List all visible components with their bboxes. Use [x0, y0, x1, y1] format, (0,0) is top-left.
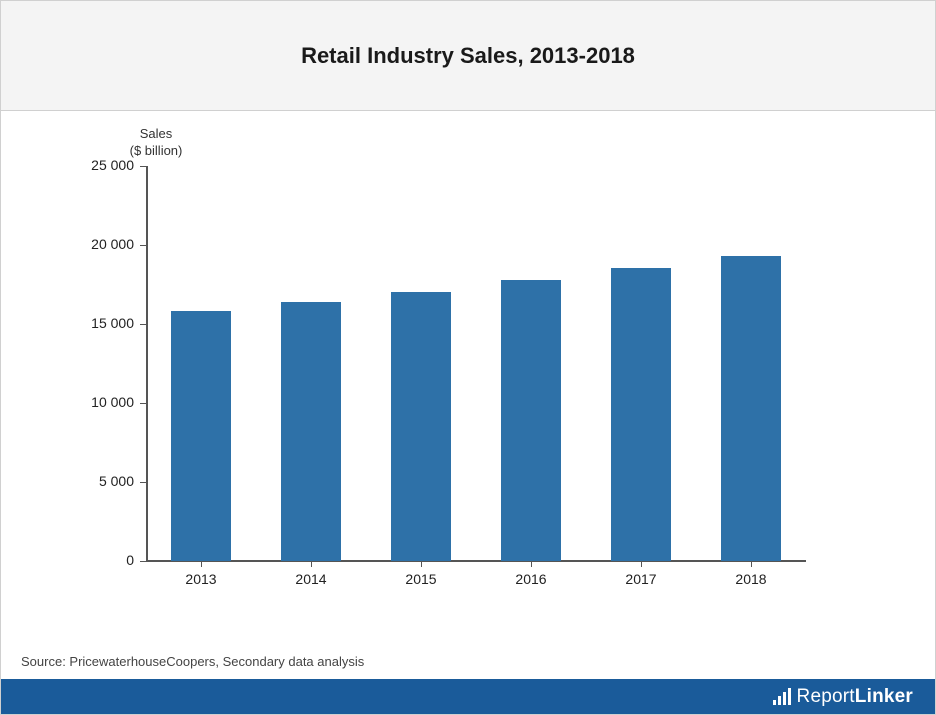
chart-area: Sales ($ billion) 05 00010 00015 00020 0… [1, 111, 935, 641]
logo-bar [778, 696, 781, 705]
x-tick-label: 2018 [711, 571, 791, 587]
x-axis-line [146, 560, 806, 562]
y-tick-label: 20 000 [74, 236, 134, 252]
x-tick-label: 2015 [381, 571, 461, 587]
x-tick-label: 2014 [271, 571, 351, 587]
plot-region: 05 00010 00015 00020 00025 0002013201420… [146, 166, 806, 561]
y-tick-label: 0 [74, 552, 134, 568]
bar [171, 311, 232, 561]
bar [281, 302, 342, 561]
logo-text: ReportLinker [797, 686, 913, 708]
y-tick [140, 166, 146, 168]
x-tick-label: 2013 [161, 571, 241, 587]
bar [721, 256, 782, 561]
chart-title: Retail Industry Sales, 2013-2018 [301, 43, 635, 69]
x-tick [531, 561, 533, 567]
bar [501, 280, 562, 561]
y-tick [140, 245, 146, 247]
logo-bar [773, 700, 776, 705]
y-tick [140, 482, 146, 484]
y-tick [140, 403, 146, 405]
logo-bar [783, 692, 786, 705]
bar [391, 292, 452, 561]
y-tick-label: 15 000 [74, 315, 134, 331]
reportlinker-logo: ReportLinker [773, 686, 913, 708]
x-tick-label: 2016 [491, 571, 571, 587]
logo-bars-icon [773, 688, 791, 705]
x-tick [751, 561, 753, 567]
x-tick-label: 2017 [601, 571, 681, 587]
report-container: Retail Industry Sales, 2013-2018 Sales (… [0, 0, 936, 715]
header-band: Retail Industry Sales, 2013-2018 [1, 1, 935, 111]
source-text: Source: PricewaterhouseCoopers, Secondar… [21, 654, 364, 669]
y-tick [140, 561, 146, 563]
y-tick [140, 324, 146, 326]
y-tick-label: 10 000 [74, 394, 134, 410]
y-axis-label: Sales ($ billion) [111, 126, 201, 160]
bar [611, 268, 672, 561]
y-axis-label-line2: ($ billion) [130, 143, 183, 158]
x-tick [421, 561, 423, 567]
x-tick [641, 561, 643, 567]
y-tick-label: 25 000 [74, 157, 134, 173]
logo-text-thin: Report [797, 686, 855, 707]
y-tick-label: 5 000 [74, 473, 134, 489]
logo-bar [788, 688, 791, 705]
logo-text-bold: Linker [855, 686, 913, 707]
y-axis-line [146, 166, 148, 561]
y-axis-label-line1: Sales [140, 126, 173, 141]
x-tick [201, 561, 203, 567]
x-tick [311, 561, 313, 567]
footer-band: ReportLinker [1, 679, 935, 714]
